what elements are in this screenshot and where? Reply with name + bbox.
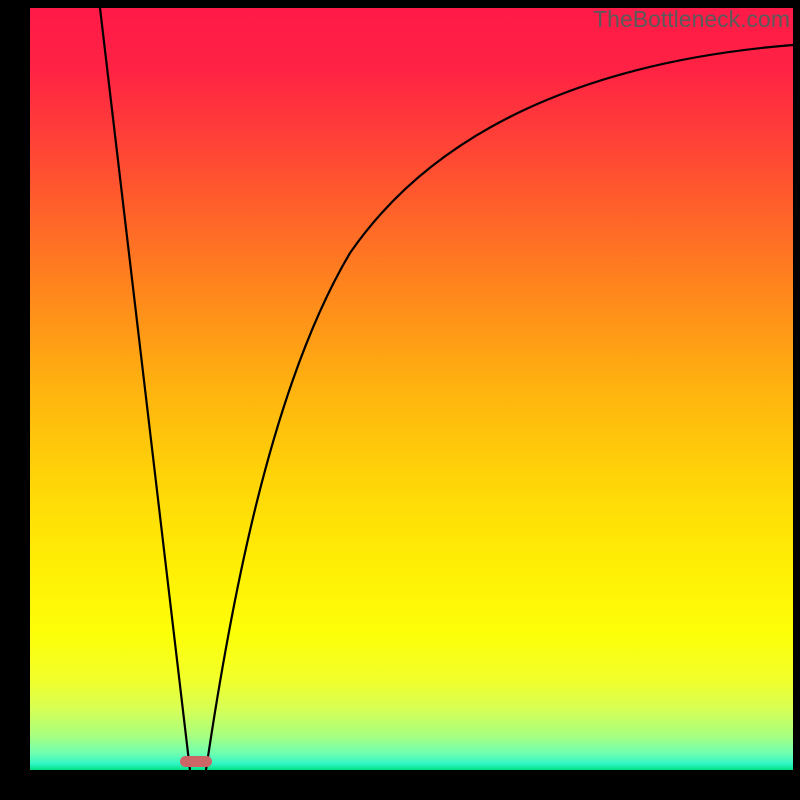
chart-frame: TheBottleneck.com: [0, 0, 800, 800]
watermark-text: TheBottleneck.com: [593, 6, 790, 33]
bottleneck-curve: [30, 8, 793, 770]
plot-area: [30, 8, 793, 770]
optimal-point-marker: [180, 756, 212, 767]
